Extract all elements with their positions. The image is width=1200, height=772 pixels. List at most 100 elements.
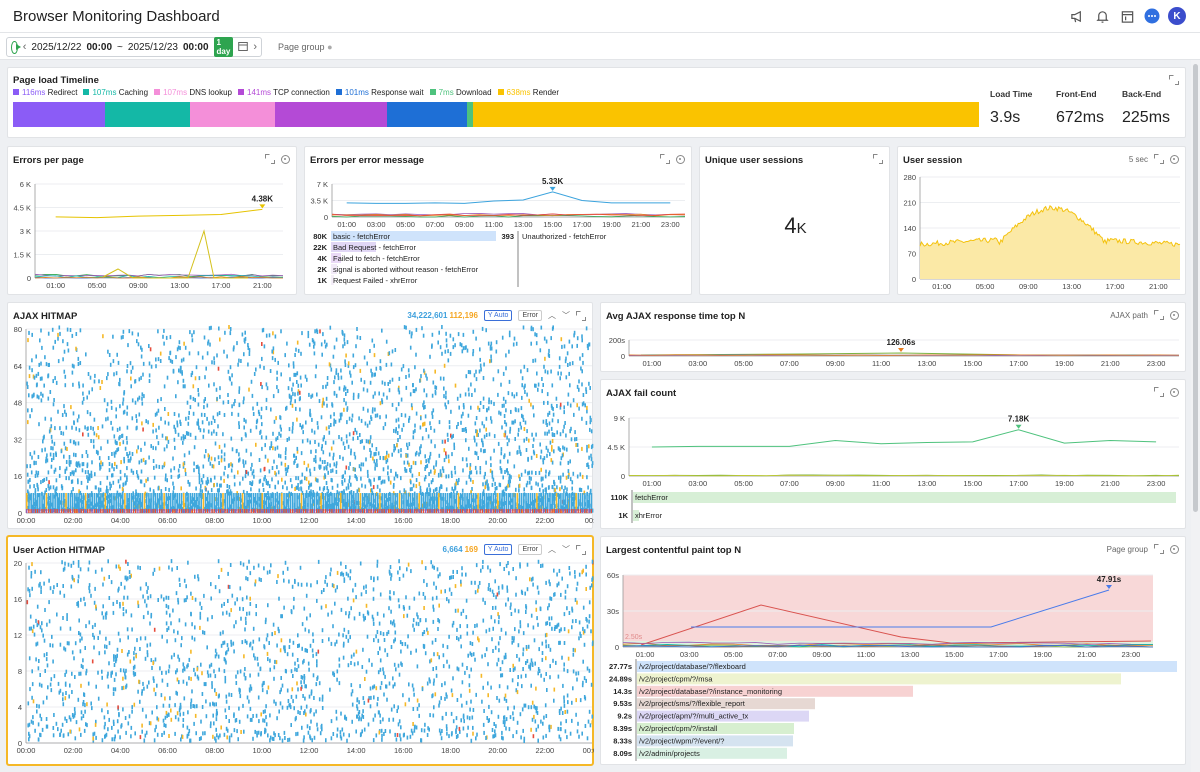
hitmap-cell [71, 333, 74, 338]
hitmap-cell [589, 427, 591, 432]
hitmap-cell [130, 493, 133, 511]
avatar[interactable]: K [1168, 7, 1186, 25]
hitmap-cell [175, 394, 177, 399]
expand-icon[interactable] [265, 154, 275, 164]
range-badge[interactable]: 1 day [213, 37, 234, 57]
bell-icon[interactable] [1093, 7, 1111, 25]
gear-icon[interactable] [1170, 154, 1179, 164]
hitmap-cell [584, 403, 586, 408]
hitmap-cell [238, 403, 241, 408]
hitmap-cell [425, 373, 427, 378]
y-auto-button[interactable]: Y Auto [483, 310, 513, 321]
timeline-segment-redirect[interactable] [13, 102, 106, 127]
date-range-picker[interactable]: ‹ 2025/12/22 00:00 ~ 2025/12/23 00:00 1 … [6, 37, 262, 57]
chevron-up-icon[interactable]: ︿ [548, 545, 556, 554]
hitmap-cell [290, 694, 293, 699]
hitmap-cell [91, 493, 93, 511]
chevron-down-icon[interactable]: ﹀ [562, 545, 570, 554]
hitmap-cell [405, 325, 407, 330]
hitmap-cell [561, 655, 563, 660]
hitmap-cell [228, 493, 231, 511]
error-row-count: 393 [501, 232, 514, 241]
hitmap-cell [180, 436, 183, 441]
legend-item-dns-lookup[interactable]: 107ms DNS lookup [154, 88, 232, 97]
legend-item-tcp-connection[interactable]: 141ms TCP connection [238, 88, 330, 97]
expand-icon[interactable] [576, 544, 586, 555]
hitmap-cell [477, 405, 479, 410]
hitmap-cell [209, 493, 211, 511]
hitmap-cell [173, 652, 175, 657]
hitmap-cell [68, 455, 71, 459]
legend-item-redirect[interactable]: 116ms Redirect [13, 88, 77, 97]
timeline-segment-render[interactable] [472, 102, 979, 127]
hitmap-cell [372, 493, 375, 511]
hitmap-cell [378, 621, 381, 626]
hitmap-cell [199, 492, 201, 497]
legend-item-caching[interactable]: 107ms Caching [83, 88, 148, 97]
hitmap-cell [261, 509, 263, 513]
hitmap-cell [166, 436, 168, 441]
legend-item-response-wait[interactable]: 101ms Response wait [335, 88, 424, 97]
hitmap-cell [530, 476, 532, 481]
play-icon[interactable] [11, 40, 21, 54]
legend-item-render[interactable]: 638ms Render [497, 88, 559, 97]
timeline-segment-dns-lookup[interactable] [189, 102, 275, 127]
hitmap-cell [52, 452, 55, 457]
hitmap-cell [205, 480, 208, 485]
error-filter-button[interactable]: Error [518, 544, 542, 555]
hitmap-cell [520, 369, 522, 374]
hitmap-cell [31, 394, 33, 399]
session-interval[interactable]: 5 sec [1128, 154, 1148, 164]
error-filter-button[interactable]: Error [518, 310, 542, 321]
expand-icon[interactable] [576, 310, 586, 321]
hitmap-cell [334, 419, 337, 424]
megaphone-icon[interactable] [1068, 7, 1086, 25]
chevron-up-icon[interactable]: ︿ [548, 311, 556, 320]
y-auto-button[interactable]: Y Auto [483, 544, 513, 555]
expand-icon[interactable] [1154, 154, 1164, 164]
hitmap-cell [98, 651, 101, 656]
hitmap-cell [545, 420, 547, 425]
hitmap-cell [297, 389, 300, 394]
timeline-segment-response-wait[interactable] [386, 102, 467, 127]
hitmap-cell [346, 509, 348, 513]
x-tick-label: 01:00 [932, 282, 951, 291]
hitmap-cell [31, 358, 33, 363]
hitmap-cell [41, 376, 43, 381]
chevron-left-icon[interactable]: ‹ [22, 41, 27, 53]
hitmap-cell [230, 504, 232, 509]
hitmap-cell [379, 455, 381, 460]
calendar-icon[interactable] [1118, 7, 1136, 25]
calendar-small-icon[interactable] [238, 41, 249, 54]
expand-icon[interactable] [660, 154, 670, 164]
timeline-segment-caching[interactable] [105, 102, 190, 127]
hitmap-cell [65, 476, 67, 481]
hitmap-cell [400, 476, 402, 481]
gear-icon[interactable] [676, 154, 685, 164]
chevron-right-icon[interactable]: › [253, 41, 257, 53]
errors-per-page-chart[interactable]: 01.5 K3 K4.5 K6 K01:00 05:00 09:00 13:00 17:… [8, 147, 298, 296]
hitmap-cell [324, 579, 326, 584]
expand-icon[interactable] [873, 154, 883, 164]
gear-icon[interactable] [281, 154, 290, 164]
page-group-filter[interactable]: Page group ● [278, 42, 333, 52]
hitmap-cell [317, 649, 320, 654]
hitmap-cell [412, 707, 415, 711]
timeline-segment-tcp-connection[interactable] [274, 102, 387, 127]
legend-item-download[interactable]: 7ms Download [429, 88, 492, 97]
hitmap-cell [330, 423, 332, 427]
chat-icon[interactable] [1143, 7, 1161, 25]
hitmap-cell [360, 418, 363, 423]
hitmap-cell [434, 469, 436, 474]
hitmap-cell [518, 493, 521, 511]
hitmap-cell [387, 382, 389, 386]
timeline-segment-download[interactable] [466, 102, 473, 127]
expand-icon[interactable] [1169, 75, 1179, 85]
chevron-down-icon[interactable]: ﹀ [562, 311, 570, 320]
errors-per-message-chart[interactable]: 03.5 K7 K01:00 03:00 05:00 07:00 09:00 11:00 1… [305, 147, 693, 296]
hitmap-cell [184, 472, 187, 476]
legend-swatch [429, 89, 436, 95]
